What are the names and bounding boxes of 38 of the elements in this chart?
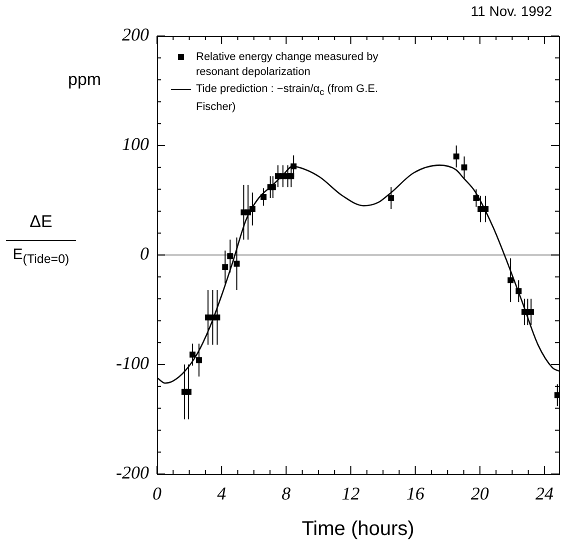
point bbox=[227, 253, 234, 260]
point bbox=[554, 392, 559, 398]
legend-label: Relative energy change measured by resonant depolarization bbox=[196, 50, 380, 80]
x-tick-label: 8 bbox=[282, 484, 291, 504]
y-tick-label: 0 bbox=[140, 244, 149, 264]
point bbox=[508, 277, 514, 284]
x-axis-title: Time (hours) bbox=[300, 518, 416, 541]
y-tick-label: 100 bbox=[122, 134, 149, 154]
point bbox=[516, 288, 522, 294]
text: E$_{(Tide=0)}$ bbox=[12, 246, 70, 266]
y-tick-label: 200 bbox=[122, 24, 149, 45]
point bbox=[222, 264, 228, 270]
point bbox=[453, 153, 460, 160]
point bbox=[249, 206, 256, 212]
point bbox=[245, 209, 252, 216]
point bbox=[473, 195, 480, 202]
point bbox=[290, 163, 297, 170]
y-tick-label: -200 bbox=[116, 462, 149, 483]
point bbox=[186, 388, 192, 395]
point bbox=[528, 308, 534, 315]
point bbox=[388, 195, 394, 202]
point bbox=[190, 352, 196, 358]
x-tick-label: 24 bbox=[535, 484, 554, 504]
point bbox=[461, 164, 468, 170]
y-tick-label: -100 bbox=[116, 353, 149, 374]
text: Tide prediction : −strain/α$_{c}$ (from G.E. Fischer) bbox=[196, 83, 378, 114]
x-tick-label: 12 bbox=[342, 484, 360, 504]
y-axis-title: ppm bbox=[68, 70, 102, 90]
point bbox=[288, 173, 294, 180]
point bbox=[196, 357, 202, 364]
point bbox=[260, 194, 267, 200]
x-tick-label: 16 bbox=[406, 484, 424, 504]
chart-title: 11 Nov. 1992 bbox=[470, 3, 552, 19]
x-tick-label: 0 bbox=[152, 484, 162, 504]
text: ΔE bbox=[28, 212, 54, 232]
point bbox=[214, 314, 220, 320]
x-tick-label: 20 bbox=[470, 484, 489, 504]
x-tick-label: 4 bbox=[217, 484, 226, 504]
